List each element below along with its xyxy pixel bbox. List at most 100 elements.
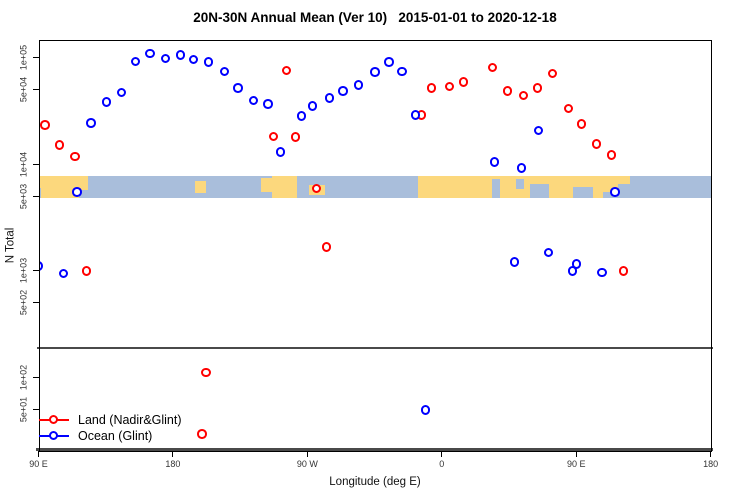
land-patch [194, 181, 206, 193]
data-point-ocean [397, 66, 408, 77]
data-point-land [444, 81, 455, 92]
land-marker-icon [39, 414, 69, 426]
x-tick [172, 451, 174, 457]
data-point-ocean [516, 163, 527, 174]
data-point-ocean [219, 66, 230, 77]
chart-title: 20N-30N Annual Mean (Ver 10) 2015-01-01 … [193, 10, 557, 25]
data-point-land [458, 77, 469, 88]
y-tick [33, 377, 39, 378]
y-axis-title: N Total [4, 227, 17, 264]
data-point-ocean [116, 87, 127, 98]
data-point-land [268, 131, 279, 142]
data-point-ocean [543, 247, 554, 258]
data-point-ocean [160, 53, 171, 64]
data-point-land [40, 120, 51, 131]
threshold-line [36, 346, 713, 350]
land-patch [38, 175, 79, 199]
data-point-land [547, 68, 558, 79]
data-point-land [311, 183, 322, 194]
ocean-patch [573, 187, 593, 199]
y-tick-label: 5e+04 [18, 77, 29, 103]
y-tick [33, 270, 39, 272]
data-point-land [618, 266, 629, 277]
data-point-ocean [275, 147, 286, 157]
data-point-land [54, 140, 65, 150]
data-point-land [426, 83, 437, 94]
data-point-ocean [175, 50, 186, 60]
y-tick-label: 5e+01 [18, 396, 29, 423]
land-patch [261, 178, 272, 192]
ocean-patch [38, 188, 42, 199]
data-point-land [487, 62, 498, 73]
land-patch [271, 175, 297, 199]
x-tick-label: 90 E [566, 459, 586, 469]
data-point-ocean [610, 187, 621, 198]
data-point-land [591, 139, 602, 149]
y-tick [33, 302, 39, 304]
data-point-ocean [597, 267, 608, 278]
x-tick-label: 180 [703, 459, 719, 469]
data-point-ocean [571, 259, 582, 269]
legend: Land (Nadir&Glint) Ocean (Glint) [39, 412, 182, 444]
x-axis-title: Longitude (deg E) [329, 476, 421, 488]
legend-item-ocean: Ocean (Glint) [39, 428, 182, 444]
data-point-ocean [384, 57, 395, 68]
x-tick [575, 451, 577, 457]
data-point-land [563, 103, 574, 114]
data-point-ocean [101, 97, 112, 108]
data-point-ocean [130, 56, 141, 67]
data-point-land [70, 151, 81, 162]
data-point-ocean [248, 95, 259, 106]
data-point-ocean [533, 125, 544, 136]
data-point-ocean [410, 110, 421, 121]
data-point-ocean [338, 86, 349, 97]
data-point-ocean [324, 93, 335, 104]
data-point-ocean [420, 405, 431, 416]
ocean-marker-icon [39, 430, 69, 442]
x-tick-label: 0 [439, 459, 445, 469]
data-point-ocean [38, 261, 43, 271]
data-point-ocean [145, 48, 156, 59]
data-point-ocean [263, 99, 274, 110]
x-tick [306, 451, 308, 457]
ocean-patch [491, 179, 501, 199]
data-point-ocean [296, 111, 307, 122]
data-point-land [81, 266, 92, 277]
y-tick-label: 5e+02 [18, 290, 29, 316]
y-tick [33, 163, 39, 165]
data-point-land [197, 429, 208, 440]
data-point-ocean [72, 187, 83, 198]
data-point-ocean [353, 80, 364, 91]
data-point-land [518, 90, 529, 101]
land-patch [78, 175, 88, 191]
ocean-patch [618, 183, 631, 199]
data-point-ocean [86, 118, 97, 129]
data-point-land [532, 83, 543, 94]
points-layer [38, 40, 711, 451]
data-point-ocean [307, 101, 318, 112]
data-point-ocean [509, 257, 520, 267]
ocean-patch [515, 179, 524, 190]
legend-label-land: Land (Nadir&Glint) [78, 413, 182, 427]
data-point-land [281, 65, 292, 76]
y-tick [33, 195, 39, 197]
data-point-ocean [233, 83, 244, 94]
data-point-land [606, 150, 617, 160]
x-tick [38, 451, 39, 457]
bottom-axis-line [36, 448, 714, 451]
x-tick [441, 451, 443, 457]
data-point-ocean [58, 268, 69, 279]
ocean-patch [529, 183, 550, 199]
x-tick-label: 180 [165, 459, 181, 469]
y-tick [33, 409, 39, 411]
y-tick [33, 89, 39, 91]
y-tick-label: 5e+03 [18, 183, 29, 210]
data-point-land [290, 132, 301, 142]
data-point-land [576, 119, 587, 130]
data-point-land [502, 86, 513, 97]
x-tick-label: 90 W [296, 459, 318, 469]
data-point-ocean [489, 157, 500, 168]
data-point-ocean [203, 57, 214, 68]
